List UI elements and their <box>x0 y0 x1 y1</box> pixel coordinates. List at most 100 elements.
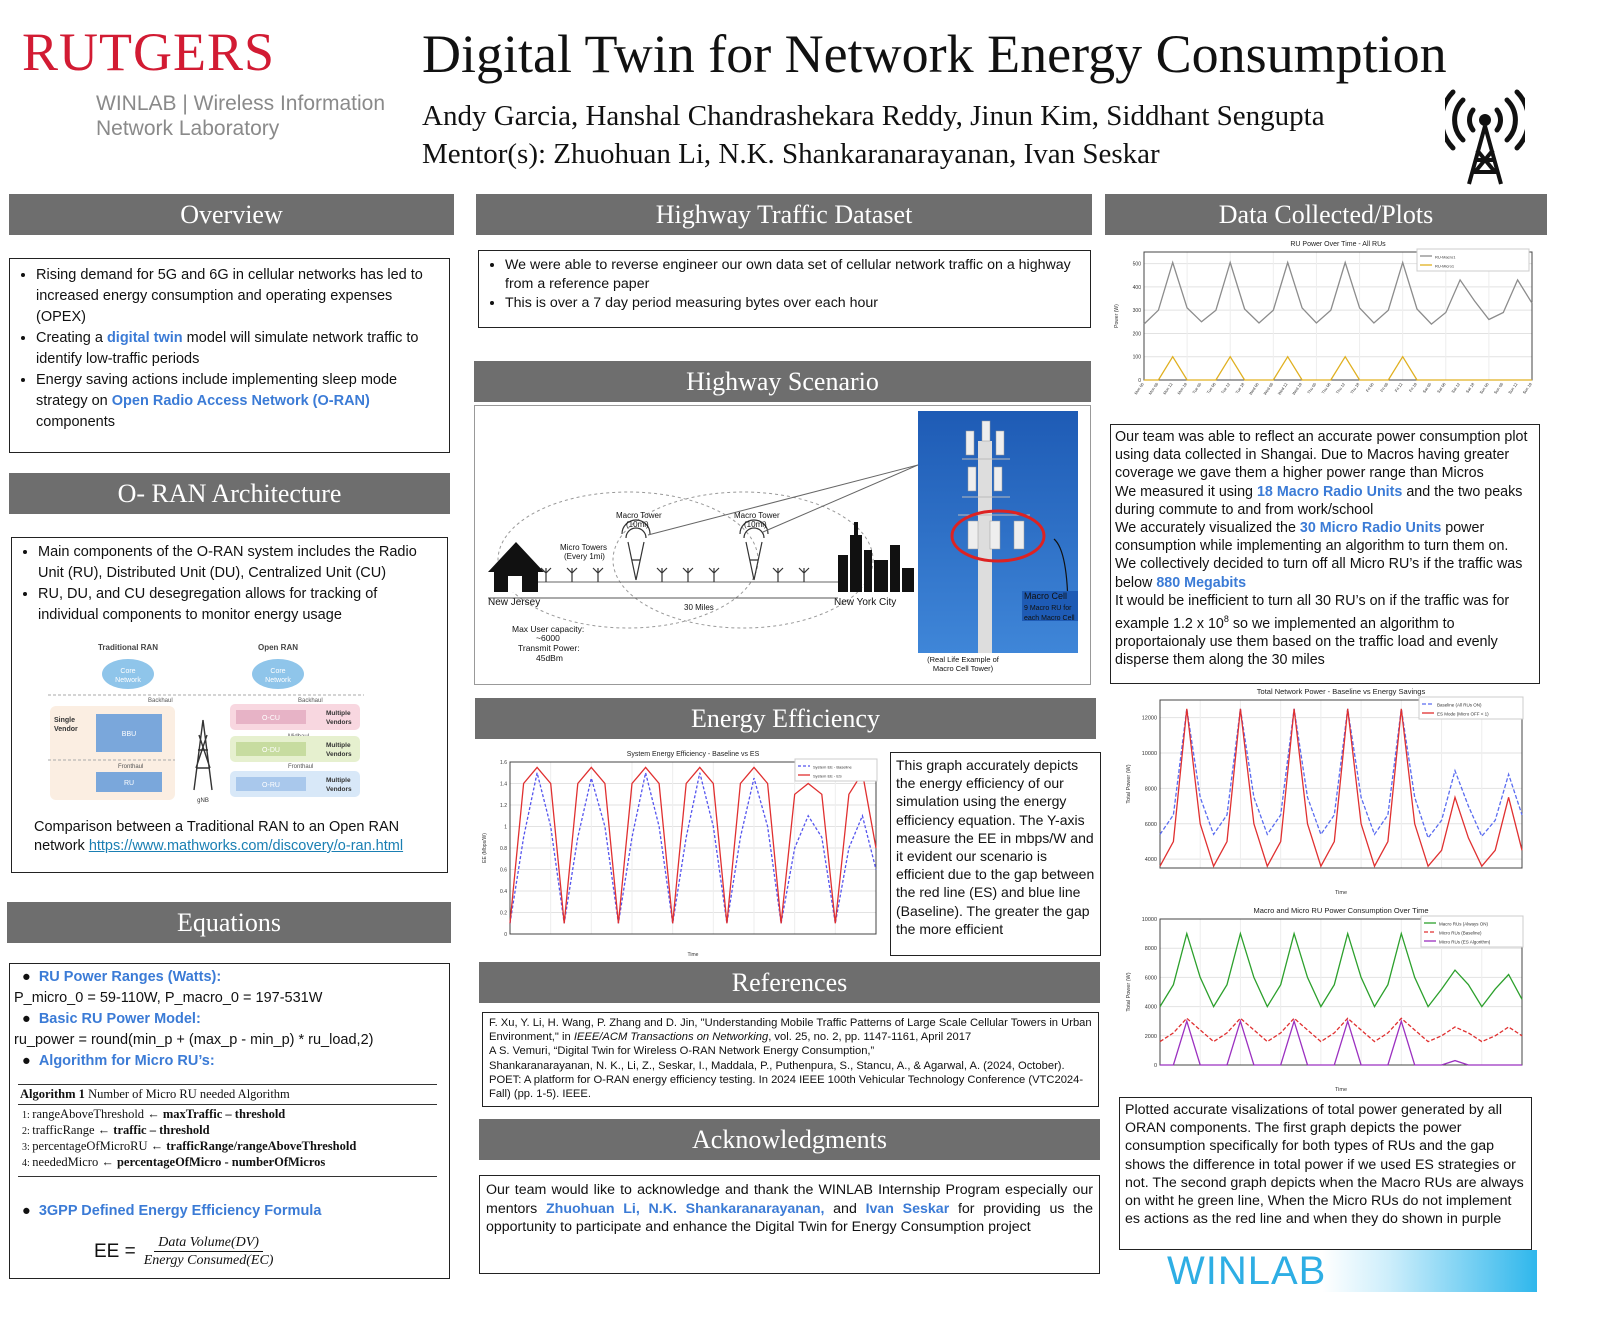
overview-bullet-1: Rising demand for 5G and 6G in cellular … <box>36 265 441 328</box>
x-tick-label: Sun 18 <box>1521 381 1533 395</box>
svg-text:Traditional RAN: Traditional RAN <box>98 643 158 652</box>
x-axis-label: Time <box>688 952 699 958</box>
svg-text:Backhaul: Backhaul <box>148 698 173 704</box>
y-tick-label: 0 <box>504 932 507 938</box>
chart-title: RU Power Over Time - All RUs <box>1290 241 1386 248</box>
ee-numerator: Data Volume(DV) <box>154 1234 263 1252</box>
x-tick-label: Sat 18 <box>1465 381 1476 394</box>
series-line <box>1159 931 1523 1008</box>
svg-text:Vendors: Vendors <box>326 786 352 793</box>
x-tick-label: Fri 00 <box>1365 381 1375 393</box>
legend-label: Micro RUs (Baseline) <box>1439 931 1482 936</box>
highway-dataset-heading: Highway Traffic Dataset <box>476 194 1092 235</box>
x-tick-label: Fri 18 <box>1408 381 1418 393</box>
legend-label: System EE - Baseline <box>813 765 852 770</box>
dc-para-2: We measured it using 18 Macro Radio Unit… <box>1115 483 1523 518</box>
y-tick-label: 6000 <box>1145 822 1157 828</box>
svg-text:Open RAN: Open RAN <box>258 643 298 652</box>
svg-text:Network: Network <box>265 677 291 684</box>
ee-denominator: Energy Consumed(EC) <box>143 1253 274 1268</box>
x-tick-label: Sun 06 <box>1493 381 1505 395</box>
overview-bullet-2: Creating a digital twin model will simul… <box>36 328 441 370</box>
svg-text:Core: Core <box>270 668 285 675</box>
svg-text:Single: Single <box>54 717 75 724</box>
references-heading: References <box>479 962 1100 1003</box>
algorithm-line: 4: neededMicro ← percentageOfMicro - num… <box>22 1155 326 1169</box>
x-tick-label: Sun 12 <box>1507 381 1519 395</box>
svg-text:(10mi): (10mi) <box>744 520 767 529</box>
svg-text:Vendors: Vendors <box>326 751 352 758</box>
y-axis-label: Power (W) <box>1114 304 1120 328</box>
y-tick-label: 8000 <box>1145 786 1157 792</box>
acknowledgments-heading: Acknowledgments <box>479 1119 1100 1160</box>
svg-text:Fronthaul: Fronthaul <box>288 764 313 770</box>
plot-frame <box>1159 918 1523 1066</box>
svg-text:Macro Cell: Macro Cell <box>1024 591 1067 601</box>
dc-para-5: It would be inefficient to turn all 30 R… <box>1115 592 1510 669</box>
oran-box: Main components of the O-RAN system incl… <box>11 537 448 873</box>
svg-text:O-DU: O-DU <box>262 747 280 754</box>
x-tick-label: Thu 18 <box>1349 381 1361 395</box>
svg-text:Network: Network <box>115 677 141 684</box>
reference-1: F. Xu, Y. Li, H. Wang, P. Zhang and D. J… <box>489 1017 1092 1044</box>
eq-h3: ● Algorithm for Micro RU’s: <box>22 1053 215 1069</box>
algorithm-line: 3: percentageOfMicroRU ← trafficRange/ra… <box>22 1139 357 1153</box>
svg-text:30 Miles: 30 Miles <box>684 603 714 612</box>
x-axis-label: Time <box>1335 890 1347 896</box>
series-line <box>1144 355 1532 381</box>
highway-scenario-panel <box>474 405 1091 685</box>
radio-tower-icon <box>1445 89 1525 185</box>
winlab-footer-logo: WINLAB <box>1167 1250 1537 1292</box>
y-tick-label: 1.2 <box>500 803 507 809</box>
svg-text:Macro Tower: Macro Tower <box>616 511 662 520</box>
oran-heading: O- RAN Architecture <box>9 473 450 514</box>
x-tick-label: Tue 06 <box>1206 381 1218 395</box>
svg-text:Multiple: Multiple <box>326 742 351 749</box>
oran-caption-link[interactable]: https://www.mathworks.com/discovery/o-ra… <box>88 838 404 854</box>
dataset-bullet-2: This is over a 7 day period measuring by… <box>505 294 1082 313</box>
svg-text:gNB: gNB <box>197 798 209 804</box>
svg-text:Fronthaul: Fronthaul <box>118 764 143 770</box>
legend-box <box>794 758 878 782</box>
series-line <box>1159 708 1523 840</box>
svg-text:9 Macro RU for: 9 Macro RU for <box>1024 605 1072 612</box>
x-tick-label: Thu 12 <box>1335 381 1347 395</box>
x-tick-label: Fri 06 <box>1379 381 1389 393</box>
x-tick-label: Thu 06 <box>1320 381 1332 395</box>
y-axis-label: Total Power (W) <box>1126 764 1132 803</box>
y-tick-label: 6000 <box>1145 975 1157 981</box>
reference-2: A S. Vemuri, “Digital Twin for Wireless … <box>489 1045 875 1058</box>
legend-label: System EE - ES <box>813 774 842 779</box>
x-tick-label: Tue 18 <box>1234 381 1246 395</box>
eq-h2: ● Basic RU Power Model: <box>22 1011 201 1027</box>
x-tick-label: Sun 00 <box>1478 381 1490 395</box>
data-collected-text-2: Plotted accurate visalizations of total … <box>1119 1097 1532 1250</box>
energy-efficiency-chart: System Energy Efficiency - Baseline vs E… <box>478 748 884 958</box>
y-tick-label: 1.6 <box>500 760 507 766</box>
svg-text:(10mi): (10mi) <box>626 520 649 529</box>
svg-text:O-RU: O-RU <box>262 782 280 789</box>
equations-heading: Equations <box>7 902 451 943</box>
x-tick-label: Sat 06 <box>1436 381 1447 394</box>
y-tick-label: 500 <box>1133 262 1142 268</box>
svg-text:RU: RU <box>124 780 134 787</box>
legend-label: Micro RUs (ES Algorithm) <box>1439 940 1491 945</box>
plot-frame <box>1143 251 1533 381</box>
oran-bullet-1: Main components of the O-RAN system incl… <box>38 542 439 584</box>
svg-text:New York City: New York City <box>834 597 896 608</box>
svg-text:New Jersey: New Jersey <box>488 597 540 608</box>
y-tick-label: 4000 <box>1145 1005 1157 1011</box>
series-line <box>1143 260 1533 325</box>
y-tick-label: 0 <box>1138 378 1141 384</box>
svg-text:45dBm: 45dBm <box>536 653 563 663</box>
legend-box <box>1416 248 1530 272</box>
overview-box: Rising demand for 5G and 6G in cellular … <box>9 258 450 453</box>
eq-h4: ● 3GPP Defined Energy Efficiency Formula <box>22 1203 322 1219</box>
energy-efficiency-text: This graph accurately depicts the energy… <box>890 752 1101 956</box>
authors: Andy Garcia, Hanshal Chandrashekara Redd… <box>422 100 1325 132</box>
y-tick-label: 200 <box>1133 331 1142 337</box>
cell-tower-photo: Macro Cell 9 Macro RU for each Macro Cel… <box>918 411 1078 653</box>
dataset-bullet-1: We were able to reverse engineer our own… <box>505 256 1082 294</box>
y-tick-label: 10000 <box>1142 751 1157 757</box>
x-tick-label: Tue 12 <box>1220 381 1232 395</box>
